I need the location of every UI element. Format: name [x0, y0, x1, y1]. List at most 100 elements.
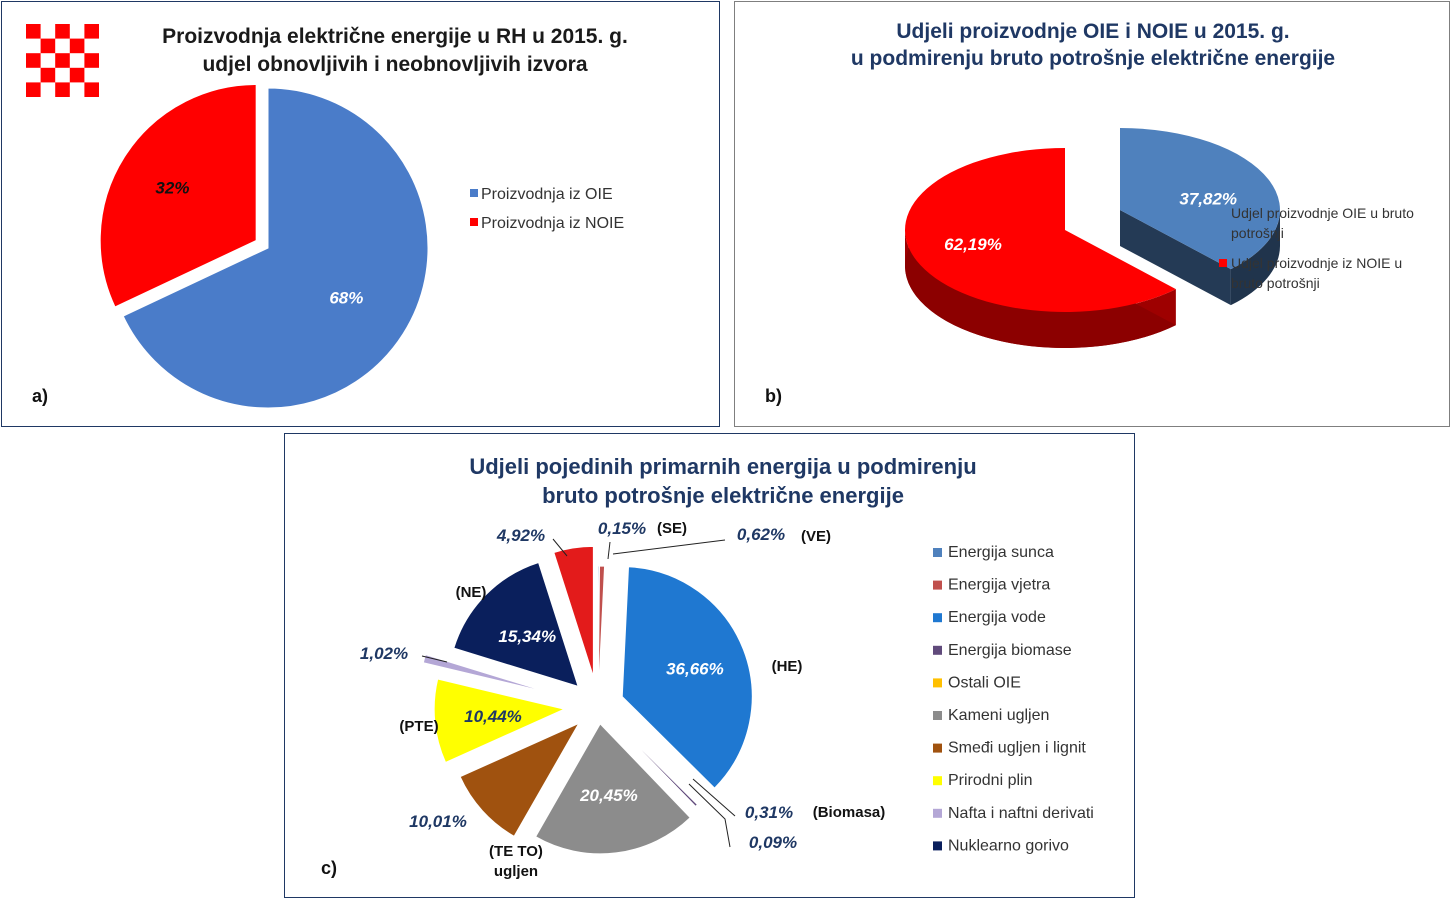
chart-a-title-line-2: udjel obnovljivih i neobnovljivih izvora [202, 53, 587, 76]
chart-a-svg: Proizvodnja električne energije u RH u 2… [26, 24, 628, 409]
legend-c-swatch-7 [933, 776, 942, 786]
legend-swatch-noie-udjel [1219, 259, 1227, 267]
legend-label-noie: Proizvodnja iz NOIE [481, 215, 624, 232]
chart-c-svg: Udjeli pojedinih primarnih energija u po… [321, 454, 1094, 880]
legend-c-swatch-9 [933, 841, 942, 851]
panel-label-b: b) [765, 386, 782, 406]
logo-square [26, 53, 41, 68]
chart-panel-c: Udjeli pojedinih primarnih energija u po… [284, 433, 1135, 898]
pie-c-group-tag-line-1: (TE TO) [489, 843, 543, 860]
pie-c-leader-cat-3 [692, 778, 736, 817]
pie-a-slice-oie [122, 87, 429, 409]
pie-c-label-extra: 4,92% [496, 526, 545, 545]
pie-c-group-tag-line-2: ugljen [494, 863, 538, 880]
pie-c-label-cat-4: 0,09% [749, 833, 797, 852]
pie-c-label-cat-7: 10,44% [464, 707, 522, 726]
chart-c-title-line-1: Udjeli pojedinih primarnih energija u po… [469, 454, 976, 479]
pie-c-leader-cat-1 [612, 539, 726, 555]
checkerboard-logo [26, 24, 99, 97]
legend-c-label-3: Energija biomase [948, 642, 1072, 659]
chart-c-legend: Energija sunca Energija vjetra Energija vo… [933, 544, 1094, 854]
legend-swatch-noie [470, 218, 478, 226]
legend-c-label-1: Energija vjetra [948, 577, 1050, 594]
legend-c-swatch-8 [933, 808, 942, 818]
chart-b-title-line-1: Udjeli proizvodnje OIE i NOIE u 2015. g. [896, 20, 1289, 43]
legend-swatch-oie-udjel [1219, 209, 1227, 217]
legend-c-label-7: Prirodni plin [948, 772, 1032, 789]
legend-swatch-oie [470, 189, 478, 197]
logo-square [84, 53, 99, 68]
pie-c-label-cat-9: 15,34% [498, 627, 556, 646]
pie-a-slice-noie [99, 83, 257, 308]
pie-c-leader-cat-8 [421, 655, 448, 663]
logo-square [84, 82, 99, 97]
pie-b-slice-noie [904, 148, 1176, 312]
chart-b-svg: Udjeli proizvodnje OIE i NOIE u 2015. g.… [765, 20, 1414, 406]
pie-c-slice-cat-2 [621, 566, 753, 789]
legend-label-oie-udjel-line-1: Udjel proizvodnje OIE u bruto [1231, 205, 1414, 221]
pie-c-slice-cat-7 [433, 678, 566, 764]
pie-c-leader-cat-4 [688, 783, 731, 848]
legend-c-label-2: Energija vode [948, 609, 1046, 626]
pie-c-label-cat-6: 10,01% [409, 812, 467, 831]
panel-label-c: c) [321, 858, 337, 878]
pie-b-label-noie: 62,19% [944, 235, 1002, 254]
legend-c-swatch-1 [933, 580, 942, 590]
pie-c-slice-cat-1 [597, 565, 606, 697]
legend-label-oie: Proizvodnja iz OIE [481, 186, 613, 203]
logo-square [84, 24, 99, 39]
pie-c-tag-cat-2: (HE) [772, 658, 803, 675]
panel-label-a: a) [32, 386, 48, 406]
logo-square [26, 24, 41, 39]
legend-c-label-5: Kameni ugljen [948, 707, 1049, 724]
chart-a-title-line-1: Proizvodnja električne energije u RH u 2… [162, 25, 628, 48]
legend-c-label-0: Energija sunca [948, 544, 1054, 561]
pie-c-leader-extra [552, 538, 568, 557]
chart-b-title-line-2: u podmirenju bruto potrošnje električne … [851, 47, 1335, 70]
logo-square [55, 24, 70, 39]
pie-a-label-noie: 32% [155, 178, 189, 197]
pie-c-slice-cat-8 [422, 654, 550, 694]
legend-c-swatch-4 [933, 678, 942, 688]
chart-panel-b: Udjeli proizvodnje OIE i NOIE u 2015. g.… [734, 1, 1450, 427]
legend-label-oie-udjel-line-2: potrošnji [1231, 225, 1284, 241]
chart-panel-a: Proizvodnja električne energije u RH u 2… [1, 1, 720, 427]
pie-c-label-cat-2: 36,66% [666, 659, 724, 678]
pie-b-slice-oie [1120, 128, 1280, 270]
pie-a-label-oie: 68% [329, 289, 363, 308]
legend-c-label-8: Nafta i naftni derivati [948, 805, 1094, 822]
legend-c-label-9: Nuklearno gorivo [948, 837, 1069, 854]
legend-c-swatch-5 [933, 711, 942, 720]
pie-c-tag-cat-9: (NE) [456, 584, 487, 601]
pie-c-slice-cat-6 [459, 722, 580, 837]
chart-c-pie: 36,66% 20,45% 15,34% 10,44% 0,15% (SE) 0,62% (V… [360, 519, 885, 880]
logo-square [69, 38, 85, 54]
legend-c-swatch-6 [933, 743, 942, 753]
pie-c-slice-cat-5 [534, 723, 691, 855]
chart-b-pie: 37,82% 62,19% [904, 128, 1280, 349]
pie-b-label-oie: 37,82% [1179, 190, 1237, 209]
legend-c-label-6: Smeđi ugljen i lignit [948, 740, 1086, 757]
pie-c-slice-cat-9 [453, 561, 579, 688]
pie-c-label-cat-1: 0,62% [737, 525, 785, 544]
pie-c-label-cat-3: 0,31% [745, 803, 793, 822]
pie-c-slice-cat-4 [604, 712, 697, 808]
legend-label-noie-udjel-line-1: Udjel proizvodnje iz NOIE u [1231, 255, 1402, 271]
legend-c-swatch-0 [933, 548, 942, 557]
chart-c-title-line-2: bruto potrošnje električne energije [542, 483, 904, 508]
pie-c-tag-cat-3: (Biomasa) [813, 804, 886, 821]
pie-c-slice-extra [553, 545, 594, 677]
legend-c-swatch-3 [933, 645, 942, 655]
legend-c-label-4: Ostali OIE [948, 674, 1021, 691]
pie-c-label-cat-5: 20,45% [579, 786, 638, 805]
pie-b-cut-oie [1120, 210, 1231, 306]
logo-square [55, 53, 70, 68]
logo-square [40, 38, 56, 54]
pie-b-side-oie [1230, 210, 1280, 306]
logo-square [69, 67, 85, 83]
pie-c-label-cat-0: 0,15% [598, 519, 646, 538]
pie-c-tag-cat-1: (VE) [801, 528, 831, 545]
pie-c-tag-cat-7: (PTE) [399, 718, 438, 735]
legend-label-noie-udjel-line-2: bruto potrošnji [1231, 275, 1320, 291]
pie-c-tag-cat-0: (SE) [657, 520, 687, 537]
